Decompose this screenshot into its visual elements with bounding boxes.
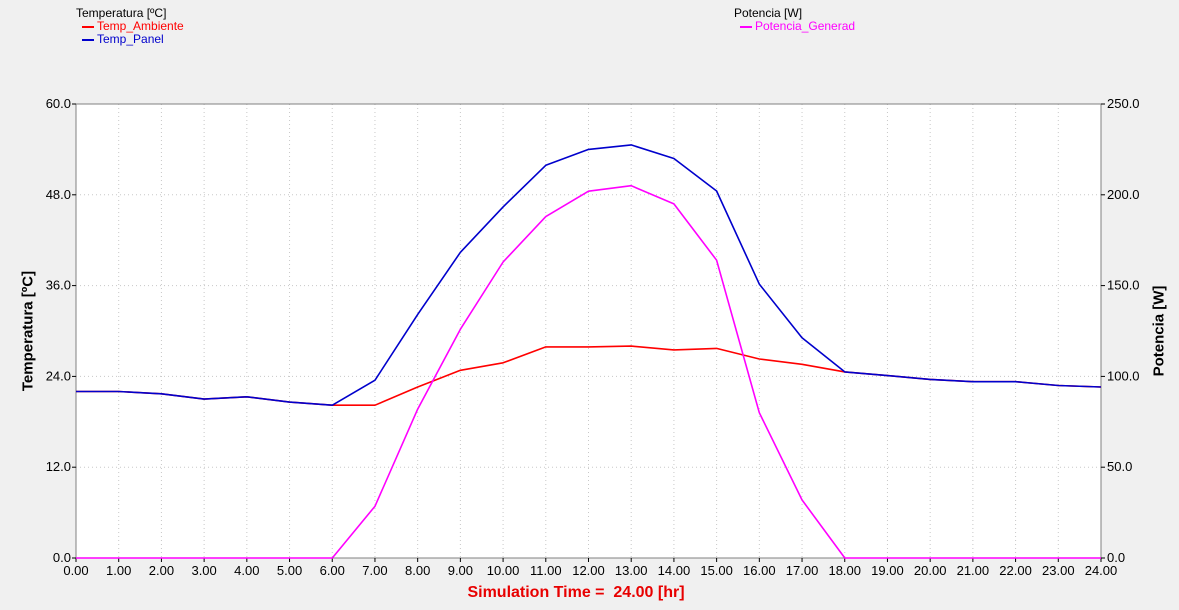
legend-label-temp-ambiente: Temp_Ambiente: [97, 19, 184, 33]
y-right-tick-label: 50.0: [1107, 459, 1132, 474]
x-tick-label: 7.00: [362, 563, 387, 578]
y-left-tick-label: 0.0: [53, 550, 71, 565]
x-tick-label: 15.00: [700, 563, 733, 578]
x-tick-label: 0.00: [63, 563, 88, 578]
x-tick-label: 16.00: [743, 563, 776, 578]
x-tick-label: 10.00: [487, 563, 520, 578]
legend-swatch-potencia-generad: [740, 25, 752, 28]
legend-entry-temp-panel: Temp_Panel: [76, 33, 184, 46]
x-tick-label: 22.00: [999, 563, 1032, 578]
y-right-tick-label: 150.0: [1107, 278, 1140, 293]
legend-entry-potencia-generad: Potencia_Generad: [734, 20, 855, 33]
x-tick-label: 5.00: [277, 563, 302, 578]
x-tick-label: 24.00: [1085, 563, 1118, 578]
series-line-temp-panel: [76, 144, 1102, 407]
legend-label-potencia-generad: Potencia_Generad: [755, 19, 856, 33]
x-tick-label: 2.00: [149, 563, 174, 578]
plot-area: [76, 104, 1101, 558]
x-tick-label: 9.00: [448, 563, 473, 578]
y-axis-right-title: Potencia [W]: [1150, 285, 1168, 377]
legend-label-temp-panel: Temp_Panel: [97, 32, 164, 46]
x-tick-label: 1.00: [106, 563, 131, 578]
legend-left-title: Temperatura [ºC]: [76, 6, 167, 20]
y-axis-left-title: Temperatura [ºC]: [19, 270, 37, 392]
y-left-tick-label: 24.0: [46, 368, 71, 383]
x-tick-label: 18.00: [828, 563, 861, 578]
y-right-tick-label: 100.0: [1107, 368, 1140, 383]
x-tick-label: 23.00: [1042, 563, 1075, 578]
y-right-tick-label: 0.0: [1107, 550, 1125, 565]
y-left-tick-label: 48.0: [46, 187, 71, 202]
x-tick-label: 12.00: [572, 563, 605, 578]
x-tick-label: 3.00: [191, 563, 216, 578]
y-right-tick-label: 200.0: [1107, 187, 1140, 202]
legend-right-title: Potencia [W]: [734, 6, 803, 20]
y-left-tick-label: 36.0: [46, 278, 71, 293]
series-line-potencia-generad: [76, 184, 1101, 559]
x-tick-label: 14.00: [658, 563, 691, 578]
y-left-tick-label: 12.0: [46, 459, 71, 474]
x-tick-label: 8.00: [405, 563, 430, 578]
x-tick-label: 4.00: [234, 563, 259, 578]
x-tick-label: 11.00: [530, 563, 562, 578]
x-tick-label: 17.00: [786, 563, 819, 578]
x-tick-label: 20.00: [914, 563, 947, 578]
legend-right: Potencia [W] Potencia_Generad: [734, 7, 855, 33]
x-axis-title: Simulation Time = 24.00 [hr]: [467, 584, 685, 601]
y-right-tick-label: 250.0: [1107, 96, 1140, 111]
legend-left: Temperatura [ºC] Temp_Ambiente Temp_Pane…: [76, 7, 184, 46]
x-tick-label: 19.00: [871, 563, 904, 578]
y-left-tick-label: 60.0: [46, 96, 71, 111]
legend-entry-temp-ambiente: Temp_Ambiente: [76, 20, 184, 33]
legend-swatch-temp-ambiente: [82, 25, 94, 28]
x-tick-label: 6.00: [320, 563, 345, 578]
x-tick-label: 13.00: [615, 563, 648, 578]
legend-swatch-temp-panel: [82, 38, 94, 41]
x-tick-label: 21.00: [957, 563, 990, 578]
